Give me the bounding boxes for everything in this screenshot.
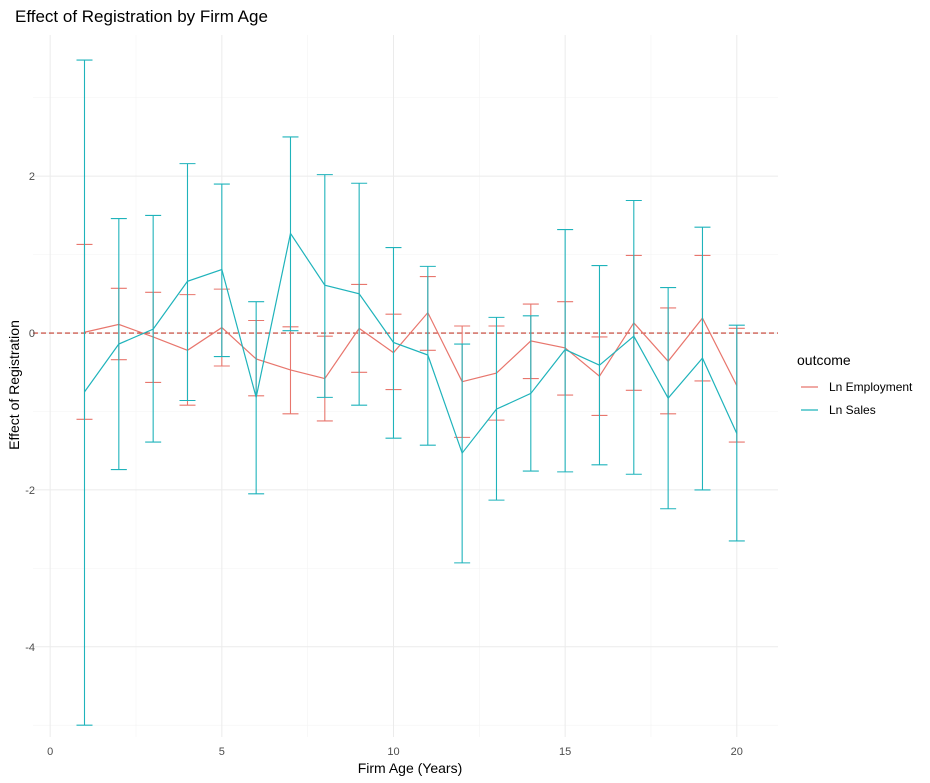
x-tick-label: 0	[47, 746, 53, 758]
grid	[33, 35, 778, 737]
x-axis-ticks: 0 5 10 15 20	[47, 746, 743, 758]
error-bar	[557, 228, 574, 473]
x-tick-label: 20	[731, 746, 743, 758]
x-tick-label: 15	[559, 746, 571, 758]
series-ln-employment	[76, 243, 745, 443]
legend-title: outcome	[797, 352, 851, 368]
x-tick-label: 5	[219, 746, 225, 758]
x-axis-label: Firm Age (Years)	[358, 760, 463, 776]
y-tick-label: -2	[25, 485, 35, 497]
error-bar	[248, 301, 265, 495]
legend-label: Ln Sales	[829, 403, 876, 417]
chart-title: Effect of Registration by Firm Age	[15, 7, 268, 26]
y-axis-ticks: -4 -2 0 2	[25, 171, 35, 654]
series-layer	[76, 59, 745, 726]
legend: outcome Ln Employment Ln Sales	[797, 352, 913, 417]
error-bar	[76, 59, 93, 726]
y-tick-label: 0	[29, 328, 35, 340]
x-tick-label: 10	[387, 746, 399, 758]
series-ln-sales	[76, 59, 745, 726]
y-tick-label: 2	[29, 171, 35, 183]
y-tick-label: -4	[25, 642, 35, 654]
series-line	[84, 231, 738, 455]
error-bar	[316, 174, 333, 398]
legend-label: Ln Employment	[829, 380, 913, 394]
y-axis-label: Effect of Registration	[6, 320, 22, 450]
series-line	[84, 311, 738, 386]
